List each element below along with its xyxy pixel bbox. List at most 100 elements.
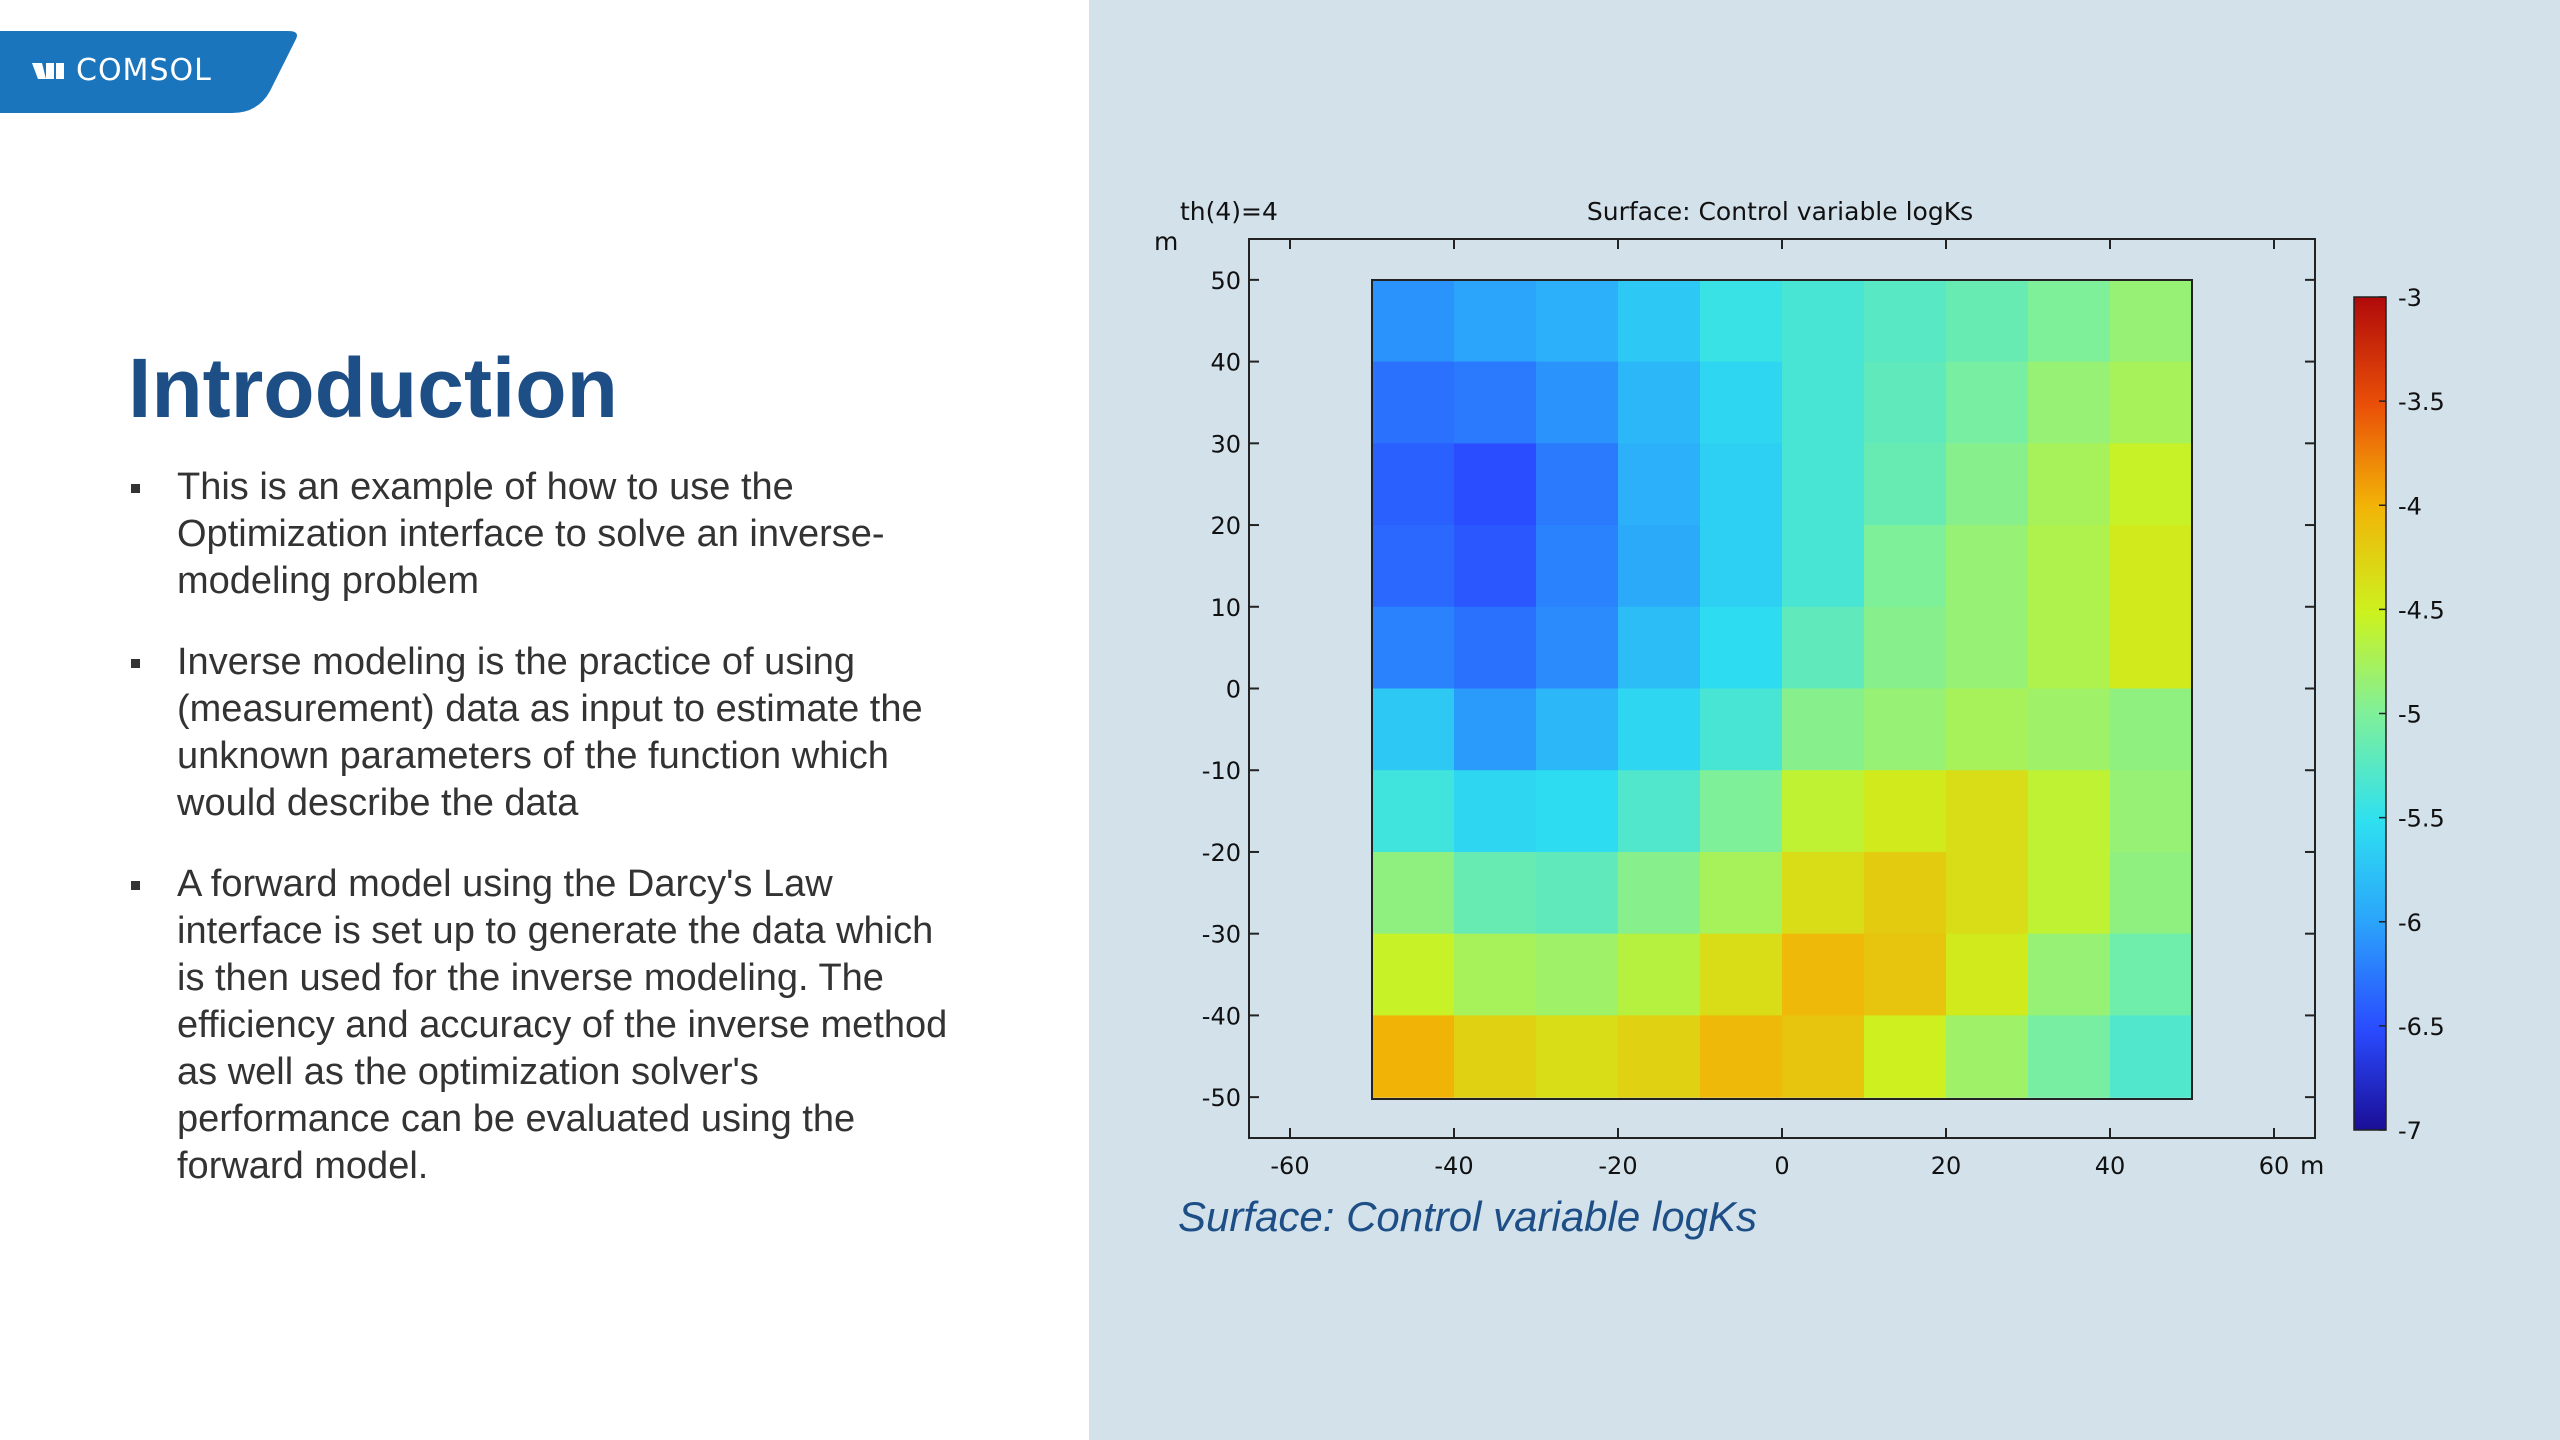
heatmap-cell	[1618, 688, 1701, 771]
heatmap-cell	[1454, 279, 1537, 363]
heatmap-cell	[1536, 851, 1619, 935]
heatmap-cell	[1782, 933, 1865, 1017]
heatmap-cell	[2110, 688, 2193, 771]
heatmap-cell	[1946, 525, 2029, 608]
heatmap-cell	[1946, 688, 2029, 771]
heatmap-cell	[1536, 443, 1619, 526]
heatmap-cell	[1782, 525, 1865, 608]
colorbar-tick-label: -3	[2398, 284, 2422, 312]
colorbar-tick-label: -5	[2398, 701, 2422, 729]
comsol-logo-badge	[0, 31, 297, 113]
colorbar-tick-label: -4.5	[2398, 596, 2445, 624]
heatmap-cell	[1454, 770, 1537, 853]
y-tick-label: -20	[1202, 839, 1241, 867]
y-tick-label: 20	[1210, 512, 1241, 540]
y-tick-label: -50	[1202, 1084, 1241, 1112]
heatmap-cell	[1700, 688, 1783, 771]
heatmap-cell	[1782, 606, 1865, 690]
y-tick-label: 40	[1210, 349, 1241, 377]
heatmap-cell	[1782, 1015, 1865, 1098]
heatmap-cell	[2110, 1015, 2193, 1098]
heatmap-cell	[1864, 770, 1947, 853]
heatmap-cell	[1618, 525, 1701, 608]
heatmap-cell	[1782, 443, 1865, 526]
slide-text-pane	[0, 0, 1089, 1440]
heatmap-cell	[1782, 279, 1865, 363]
colorbar-tick-label: -6	[2398, 909, 2422, 937]
heatmap-cell	[1454, 1015, 1537, 1098]
heatmap-cell	[1536, 688, 1619, 771]
heatmap-cell	[1946, 443, 2029, 526]
heatmap-cell	[1536, 279, 1619, 363]
colorbar-tick-label: -6.5	[2398, 1013, 2445, 1041]
heatmap-cell	[2028, 770, 2111, 853]
bullet-marker-icon	[131, 659, 140, 668]
y-tick-label: -30	[1202, 921, 1241, 949]
heatmap-cell	[1782, 770, 1865, 853]
heatmap-cell	[1372, 361, 1455, 444]
heatmap-cell	[1782, 688, 1865, 771]
heatmap-cell	[2110, 933, 2193, 1017]
heatmap-cell	[1536, 933, 1619, 1017]
colorbar-tick-label: -4	[2398, 492, 2422, 520]
heatmap-cell	[1536, 361, 1619, 444]
heatmap-cell	[1536, 606, 1619, 690]
heatmap-cell	[1864, 606, 1947, 690]
y-tick-label: 0	[1226, 676, 1241, 704]
heatmap-cell	[1946, 851, 2029, 935]
y-tick-label: -10	[1202, 757, 1241, 785]
x-axis-unit: m	[2300, 1151, 2324, 1180]
heatmap-cell	[1536, 1015, 1619, 1098]
heatmap-cell	[1864, 279, 1947, 363]
y-tick-label: 10	[1210, 594, 1241, 622]
bullet-marker-icon	[131, 484, 140, 493]
heatmap-cell	[1454, 525, 1537, 608]
heatmap-cell	[2028, 361, 2111, 444]
heatmap-cell	[1618, 361, 1701, 444]
bullet-item: A forward model using the Darcy's Law in…	[128, 861, 948, 1190]
heatmap-cell	[2028, 606, 2111, 690]
heatmap-cell	[1536, 525, 1619, 608]
bullet-text: This is an example of how to use the Opt…	[177, 466, 885, 602]
heatmap-cell	[2028, 443, 2111, 526]
heatmap-cell	[1536, 770, 1619, 853]
heatmap-cell	[1864, 688, 1947, 771]
heatmap-cell	[1700, 525, 1783, 608]
bullet-marker-icon	[131, 881, 140, 890]
plot-parameter-label: th(4)=4	[1180, 197, 1278, 226]
bullet-text: Inverse modeling is the practice of usin…	[177, 641, 923, 824]
heatmap-cell	[2028, 851, 2111, 935]
heatmap-cell	[1618, 933, 1701, 1017]
colorbar-ticks: -3 -3.5 -4 -4.5 -5 -5.5 -6 -6.5 -7	[2379, 284, 2445, 1145]
y-tick-label: 30	[1210, 430, 1241, 458]
heatmap-cell	[1372, 443, 1455, 526]
heatmap-cell	[1700, 361, 1783, 444]
heatmap-cell	[1946, 361, 2029, 444]
heatmap-cell	[2110, 443, 2193, 526]
heatmap-cell	[2028, 933, 2111, 1017]
heatmap-cell	[1700, 443, 1783, 526]
heatmap-cell	[1946, 770, 2029, 853]
colorbar-tick-label: -5.5	[2398, 805, 2445, 833]
heatmap-cell	[1700, 770, 1783, 853]
heatmap-cell	[1700, 933, 1783, 1017]
heatmap-cell	[2110, 770, 2193, 853]
heatmap-cell	[2028, 688, 2111, 771]
heatmap-cell	[1372, 933, 1455, 1017]
heatmap-cell	[1782, 851, 1865, 935]
heatmap-cell	[1864, 525, 1947, 608]
heatmap-cell	[1618, 851, 1701, 935]
x-tick-label: 40	[2095, 1152, 2126, 1180]
plot-title: Surface: Control variable logKs	[1587, 197, 1973, 226]
heatmap-cell	[2110, 361, 2193, 444]
heatmap-cell	[1864, 933, 1947, 1017]
heatmap-cell	[1700, 279, 1783, 363]
x-tick-label: -60	[1270, 1152, 1309, 1180]
heatmap-cell	[1454, 933, 1537, 1017]
bullet-item: This is an example of how to use the Opt…	[128, 464, 948, 605]
colorbar-tick-label: -7	[2398, 1117, 2422, 1145]
x-tick-label: 0	[1774, 1152, 1789, 1180]
axis-ticks: -60 -40 -20 0 20 40 60 50 40 30 20 10 0 -10 -20 -30 -40 -…	[1202, 239, 2315, 1180]
bullet-text: A forward model using the Darcy's Law in…	[177, 863, 948, 1187]
heatmap-cell	[1372, 770, 1455, 853]
